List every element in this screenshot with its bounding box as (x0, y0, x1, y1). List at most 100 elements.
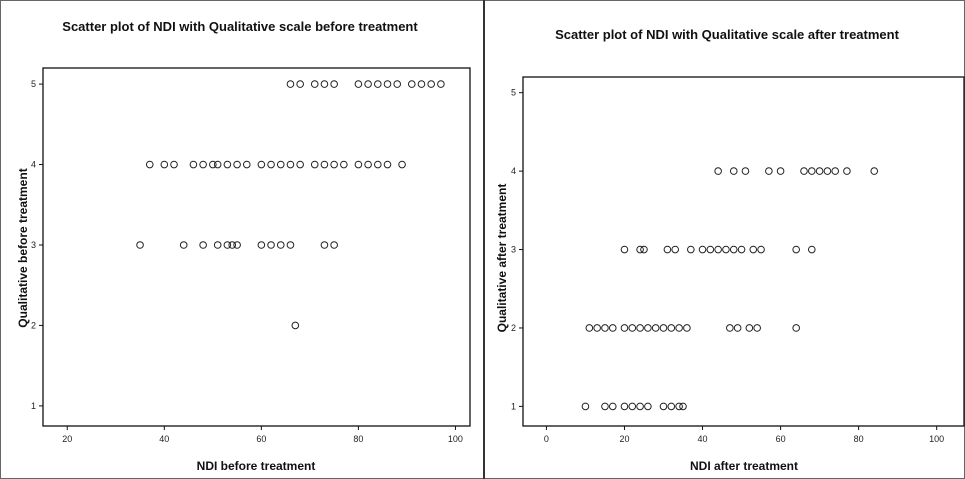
scatter-point (276, 160, 285, 169)
y-axis-label-before: Qualitative before treatment (16, 168, 30, 327)
scatter-point (733, 324, 742, 332)
chart-before-treatment: Scatter plot of NDI with Qualitative sca… (16, 19, 471, 473)
scatter-point (276, 241, 285, 249)
scatter-point (737, 245, 746, 254)
scatter-point (209, 160, 217, 169)
scatter-point (330, 241, 338, 249)
points-after (581, 167, 879, 411)
scatter-point (800, 167, 808, 175)
y-axis-label-after: Qualitative after treatment (495, 184, 509, 333)
scatter-point (340, 160, 348, 169)
scatter-point (667, 324, 676, 332)
scatter-point (636, 402, 644, 411)
scatter-point (585, 324, 594, 332)
scatter-point (320, 160, 329, 169)
x-tick-label: 100 (448, 434, 463, 444)
scatter-point (160, 160, 169, 169)
scatter-point (213, 160, 222, 169)
scatter-point (729, 167, 738, 175)
scatter-point (189, 160, 198, 169)
scatter-point (765, 167, 773, 175)
plot-area-before (42, 67, 471, 427)
scatter-point (310, 80, 319, 88)
scatter-point (663, 245, 672, 254)
scatter-point (136, 241, 144, 249)
scatter-point (675, 402, 683, 411)
scatter-point (659, 402, 668, 411)
scatter-point (843, 167, 851, 175)
y-tick-label: 3 (511, 245, 516, 255)
scatter-point (776, 167, 785, 175)
scatter-point (671, 245, 680, 254)
scatter-point (417, 80, 426, 88)
panel-divider (483, 0, 485, 479)
scatter-point (213, 241, 222, 249)
scatter-point (792, 324, 800, 332)
x-tick-label: 100 (929, 434, 944, 444)
y-tick-label: 5 (31, 79, 36, 89)
scatter-point (620, 245, 629, 254)
x-tick-label: 40 (698, 434, 708, 444)
scatter-point (714, 245, 722, 254)
y-tick-label: 4 (511, 166, 516, 176)
y-tick-label: 1 (511, 401, 516, 411)
scatter-point (807, 167, 816, 175)
chart-after-treatment: Scatter plot of NDI with Qualitative sca… (495, 27, 965, 473)
scatter-point (601, 324, 609, 332)
scatter-point (364, 80, 372, 88)
scatter-point (651, 324, 660, 332)
scatter-point (722, 245, 730, 254)
scatter-point (427, 80, 435, 88)
chart-title-after: Scatter plot of NDI with Qualitative sca… (555, 27, 900, 42)
scatter-point (199, 241, 207, 249)
x-tick-label: 20 (62, 434, 72, 444)
scatter-point (608, 402, 617, 411)
scatter-point (815, 167, 824, 175)
scatter-point (687, 245, 695, 254)
scatter-point (242, 160, 251, 169)
scatter-point (257, 160, 266, 169)
scatter-point (310, 160, 319, 169)
scatter-point (644, 324, 652, 332)
scatter-point (233, 160, 241, 169)
scatter-point (296, 160, 304, 169)
scatter-point (407, 80, 416, 88)
scatter-point (320, 241, 329, 249)
scatter-point (745, 324, 754, 332)
scatter-point (628, 402, 637, 411)
scatter-point (398, 160, 406, 169)
x-tick-label: 0 (544, 434, 549, 444)
scatter-point (640, 245, 648, 254)
axes-after: 0 20 40 60 80 100 1 2 3 4 5 (511, 88, 944, 444)
y-tick-label: 5 (511, 88, 516, 98)
y-tick-label: 2 (31, 320, 36, 330)
scatter-point (291, 321, 300, 330)
y-tick-label: 1 (31, 401, 36, 411)
scatter-point (581, 402, 590, 411)
scatter-point (437, 80, 445, 88)
scatter-point (753, 324, 761, 332)
scatter-point (286, 241, 295, 249)
x-tick-label: 60 (256, 434, 266, 444)
scatter-point (223, 241, 232, 249)
scatter-point (792, 245, 800, 254)
chart-title-before: Scatter plot of NDI with Qualitative sca… (62, 19, 418, 34)
x-axis-label-after: NDI after treatment (690, 459, 798, 473)
scatter-point (354, 80, 363, 88)
scatter-point (620, 402, 629, 411)
scatter-point (644, 402, 652, 411)
scatter-point (636, 324, 644, 332)
y-tick-label: 3 (31, 240, 36, 250)
x-tick-label: 80 (854, 434, 864, 444)
scatter-point (714, 167, 722, 175)
scatter-point (807, 245, 816, 254)
scatter-point (228, 241, 237, 249)
scatter-point (364, 160, 372, 169)
x-tick-label: 20 (619, 434, 629, 444)
scatter-point (620, 324, 629, 332)
scatter-point (831, 167, 840, 175)
scatter-point (601, 402, 609, 411)
plot-area-after (522, 76, 965, 427)
scatter-point (741, 167, 750, 175)
